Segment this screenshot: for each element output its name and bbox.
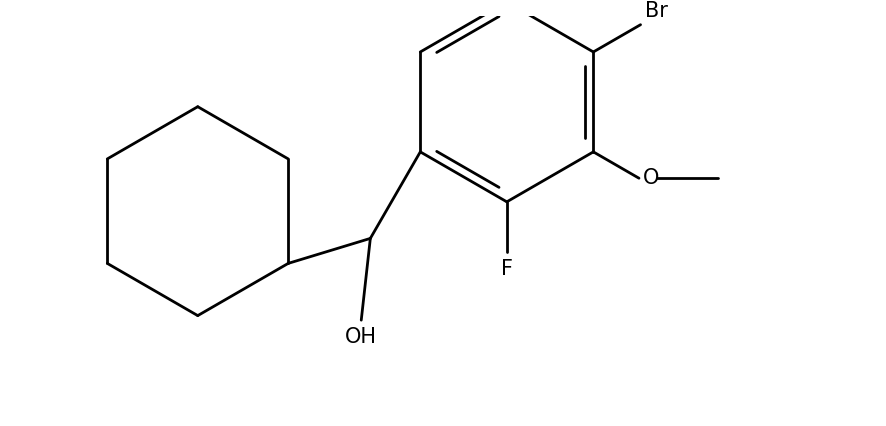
Text: OH: OH [346, 328, 377, 348]
Text: F: F [501, 259, 513, 279]
Text: Br: Br [645, 1, 668, 21]
Text: O: O [642, 168, 659, 188]
